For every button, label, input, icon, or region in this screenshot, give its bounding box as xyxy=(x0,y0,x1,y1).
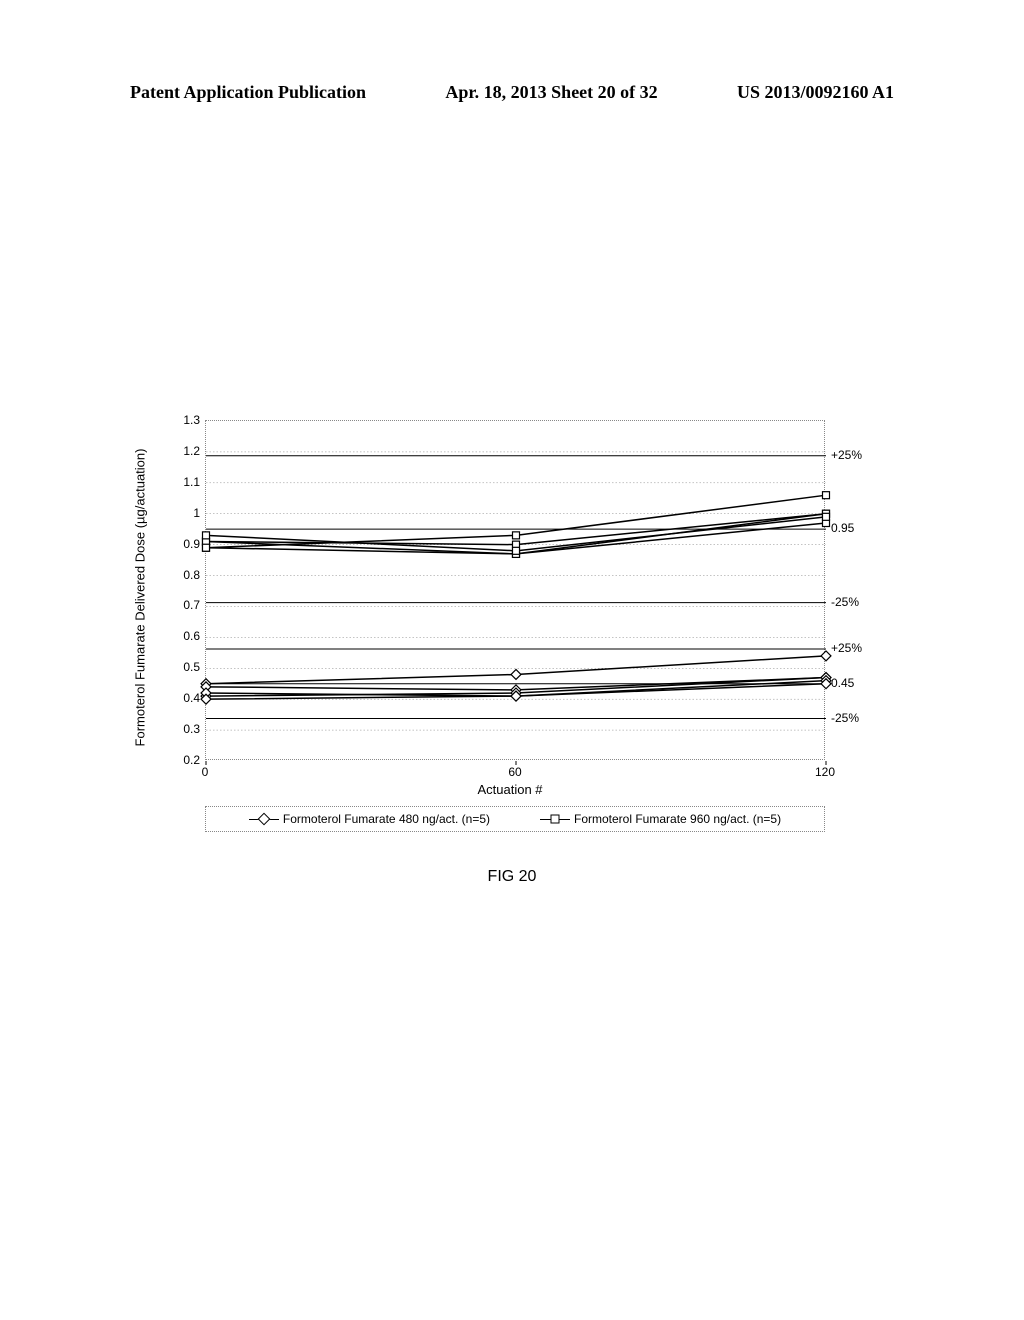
chart-legend: Formoterol Fumarate 480 ng/act. (n=5) Fo… xyxy=(205,806,825,832)
x-tick-label: 0 xyxy=(202,765,209,779)
y-tick-label: 1 xyxy=(170,506,200,520)
y-tick-label: 0.9 xyxy=(170,537,200,551)
y-axis-label: Formoterol Fumarate Delivered Dose (µg/a… xyxy=(133,449,148,747)
legend-item-960: Formoterol Fumarate 960 ng/act. (n=5) xyxy=(540,812,781,826)
y-tick-label: 0.6 xyxy=(170,629,200,643)
y-tick-label: 1.1 xyxy=(170,475,200,489)
header-center: Apr. 18, 2013 Sheet 20 of 32 xyxy=(445,82,657,103)
y-tick-label: 0.3 xyxy=(170,722,200,736)
y-tick-label: 1.2 xyxy=(170,444,200,458)
header-left: Patent Application Publication xyxy=(130,82,366,103)
ref-annotation: -25% xyxy=(831,711,859,725)
x-axis-label: Actuation # xyxy=(150,782,870,797)
header-right: US 2013/0092160 A1 xyxy=(737,82,894,103)
legend-item-480: Formoterol Fumarate 480 ng/act. (n=5) xyxy=(249,812,490,826)
ref-annotation: +25% xyxy=(831,448,862,462)
y-tick-label: 1.3 xyxy=(170,413,200,427)
x-tick-label: 120 xyxy=(815,765,835,779)
chart-plot-area xyxy=(205,420,825,760)
ref-annotation: 0.45 xyxy=(831,676,854,690)
y-tick-label: 0.4 xyxy=(170,691,200,705)
x-tick-label: 60 xyxy=(508,765,521,779)
ref-annotation: -25% xyxy=(831,595,859,609)
y-tick-label: 0.7 xyxy=(170,598,200,612)
y-tick-label: 0.8 xyxy=(170,568,200,582)
chart-container: Formoterol Fumarate Delivered Dose (µg/a… xyxy=(150,420,870,850)
ref-annotation: 0.95 xyxy=(831,521,854,535)
y-tick-label: 0.2 xyxy=(170,753,200,767)
page-header: Patent Application Publication Apr. 18, … xyxy=(0,82,1024,103)
figure-caption: FIG 20 xyxy=(0,868,1024,886)
diamond-marker-icon xyxy=(249,813,279,825)
legend-label-960: Formoterol Fumarate 960 ng/act. (n=5) xyxy=(574,812,781,826)
legend-label-480: Formoterol Fumarate 480 ng/act. (n=5) xyxy=(283,812,490,826)
square-marker-icon xyxy=(540,813,570,825)
ref-annotation: +25% xyxy=(831,641,862,655)
y-tick-label: 0.5 xyxy=(170,660,200,674)
